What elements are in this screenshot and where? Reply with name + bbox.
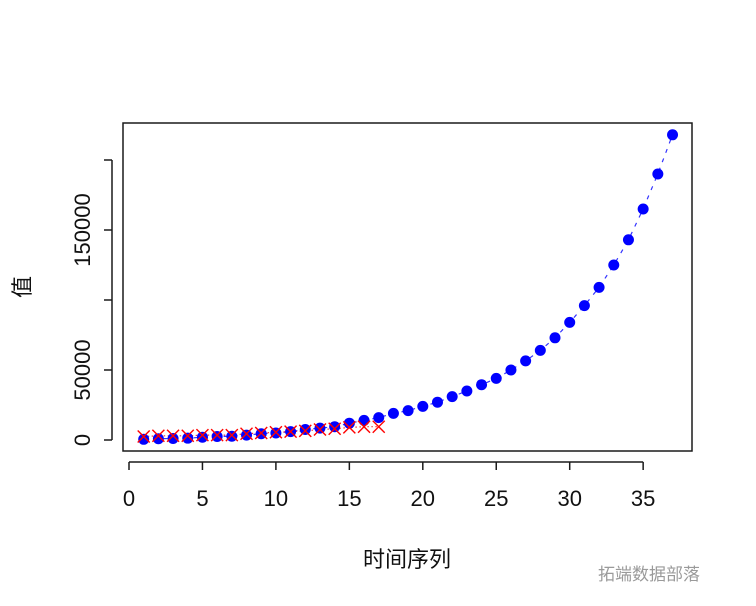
data-point <box>417 400 429 412</box>
x-tick-label: 25 <box>484 486 508 511</box>
plot-frame <box>122 122 693 452</box>
data-point-x <box>372 420 386 434</box>
data-point <box>667 129 679 141</box>
data-point <box>622 234 634 246</box>
data-point <box>593 281 605 293</box>
data-point-x <box>269 425 283 439</box>
data-point <box>241 429 253 441</box>
x-tick-label: 20 <box>411 486 435 511</box>
data-point <box>461 385 473 397</box>
data-point <box>608 259 620 271</box>
y-tick-label: 0 <box>70 434 95 446</box>
data-point <box>402 405 414 417</box>
data-point <box>314 422 326 434</box>
data-point-x <box>342 420 356 434</box>
data-point <box>226 430 238 442</box>
series-lines <box>143 134 674 440</box>
x-axis: 0 5 10 15 20 25 30 35 <box>123 461 655 511</box>
y-axis-label: 值 <box>11 276 36 298</box>
data-point <box>299 424 311 435</box>
data-point <box>520 355 532 367</box>
data-point <box>329 421 341 433</box>
data-point <box>505 364 517 376</box>
data-point-x <box>225 428 239 442</box>
data-point <box>446 391 458 403</box>
data-point <box>490 372 502 384</box>
data-point <box>578 300 590 312</box>
data-point <box>373 412 385 424</box>
x-tick-label: 35 <box>631 486 655 511</box>
data-point <box>343 417 355 429</box>
data-point <box>431 396 443 408</box>
data-point <box>138 433 150 445</box>
data-point-x <box>357 420 371 434</box>
y-tick-label: 150000 <box>70 193 95 266</box>
data-point-x <box>210 428 224 442</box>
series-points <box>137 129 679 445</box>
x-axis-label: 时间序列 <box>363 548 451 573</box>
data-point-x <box>328 422 342 436</box>
data-point-x <box>284 425 298 439</box>
x-tick-label: 0 <box>123 486 135 511</box>
data-point-x <box>254 426 268 440</box>
data-point <box>211 431 223 442</box>
watermark: 拓端数据部落 <box>598 565 700 585</box>
x-tick-label: 10 <box>264 486 288 511</box>
data-point-x <box>151 429 165 443</box>
data-point <box>387 407 399 419</box>
data-point-x <box>298 424 312 438</box>
data-point <box>196 431 208 443</box>
data-point-x <box>137 430 151 443</box>
x-tick-label: 5 <box>196 486 208 511</box>
y-axis: 0 50000 150000 <box>70 159 113 446</box>
data-point-x <box>166 429 180 443</box>
data-point <box>358 414 370 426</box>
x-tick-label: 30 <box>557 486 581 511</box>
data-point-x <box>313 423 327 436</box>
data-point <box>534 344 546 356</box>
data-point <box>476 379 488 391</box>
y-tick-label: 50000 <box>70 339 95 400</box>
data-point-x <box>240 427 254 441</box>
x-tick-label: 15 <box>337 486 361 511</box>
data-point-x <box>181 429 195 443</box>
data-point-x <box>195 428 209 442</box>
data-point <box>652 168 664 180</box>
data-point <box>564 316 576 328</box>
data-point <box>152 433 164 445</box>
data-point <box>637 203 649 215</box>
data-point <box>182 432 194 444</box>
data-point <box>167 432 179 444</box>
data-point <box>549 332 561 344</box>
